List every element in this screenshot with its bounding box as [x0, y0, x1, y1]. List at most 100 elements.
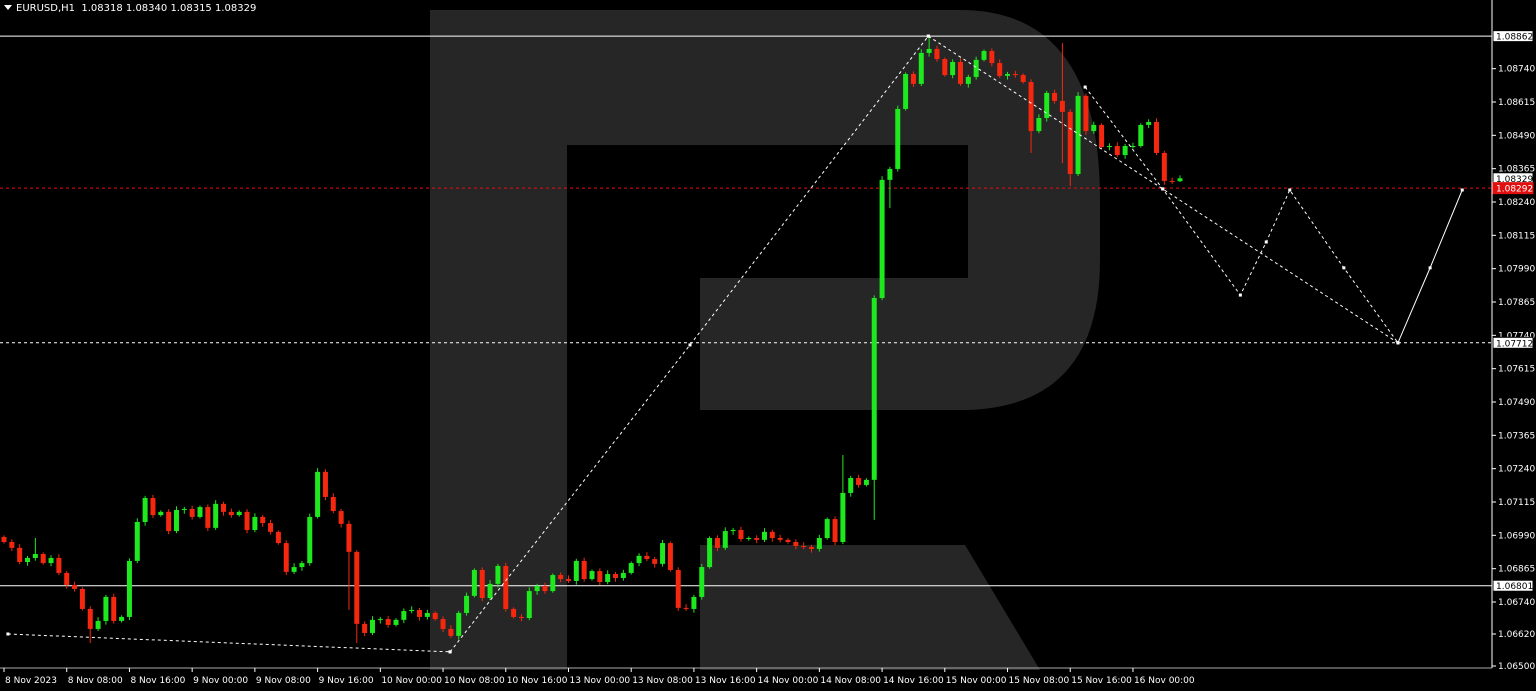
candle [1067, 109, 1073, 186]
candle-body [448, 628, 454, 636]
candle-body [409, 610, 415, 612]
candle-body [605, 574, 611, 582]
candle [754, 535, 760, 544]
candle-body [1067, 111, 1073, 174]
candle [87, 606, 93, 644]
candle-body [1106, 146, 1112, 148]
trend-point-marker [1428, 266, 1432, 270]
candle [322, 469, 328, 501]
candle [1153, 118, 1159, 156]
candle-body [487, 583, 493, 598]
candle [260, 514, 266, 527]
candle [628, 561, 634, 575]
time-tick-label: 9 Nov 16:00 [319, 676, 374, 686]
trend-point-marker [1460, 188, 1464, 192]
candle [832, 516, 838, 546]
candle [299, 560, 305, 571]
candle-body [950, 62, 956, 76]
candle [824, 517, 830, 540]
candle [989, 48, 995, 67]
candle-body [1052, 92, 1058, 101]
candle [448, 625, 454, 638]
candle [417, 607, 423, 621]
candle [1146, 119, 1152, 129]
line-price-label: 1.07712 [1496, 339, 1533, 349]
candle [1099, 123, 1105, 149]
candle [142, 495, 148, 526]
candle [362, 621, 368, 637]
candle [119, 615, 125, 623]
price-tick-label: 1.07865 [1498, 298, 1535, 308]
candle [17, 544, 23, 565]
time-tick-label: 9 Nov 00:00 [193, 676, 248, 686]
candle-body [166, 511, 172, 532]
dropdown-triangle-icon[interactable] [4, 5, 12, 10]
candle [126, 558, 132, 621]
candle-body [965, 76, 971, 84]
candle-body [1075, 95, 1081, 174]
candle [48, 555, 54, 567]
candle-body [565, 579, 571, 581]
candle [1177, 175, 1183, 182]
candle-body [1036, 118, 1042, 132]
candle-body [581, 560, 587, 580]
candle [903, 72, 909, 111]
candle-body [848, 478, 854, 493]
candle [1161, 150, 1167, 185]
candle [981, 49, 987, 62]
candle [354, 550, 360, 644]
current-price-label: 1.08329 [1496, 175, 1533, 185]
candle [707, 536, 713, 569]
candle-body [393, 619, 399, 625]
candle [197, 505, 203, 519]
candle-body [25, 558, 31, 562]
trend-lines[interactable] [6, 34, 1464, 654]
candle-body [244, 511, 250, 530]
candle-body [1130, 146, 1136, 147]
time-tick-label: 16 Nov 00:00 [1134, 676, 1195, 686]
candle [597, 568, 603, 586]
trend-point-marker [1161, 187, 1165, 191]
price-tick-label: 1.08115 [1498, 231, 1535, 241]
candle [244, 509, 250, 534]
price-tick-label: 1.08740 [1498, 65, 1535, 75]
price-tick-label: 1.06865 [1498, 565, 1535, 575]
candle-body [746, 538, 752, 540]
candle [503, 562, 509, 612]
candle-body [362, 623, 368, 633]
candle-body [526, 591, 532, 618]
candle-body [95, 620, 101, 629]
line-price-label-box [1492, 336, 1534, 349]
candle [228, 508, 234, 518]
candle-body [17, 547, 23, 562]
candle [887, 166, 893, 209]
time-tick-label: 13 Nov 08:00 [632, 676, 693, 686]
candle [166, 509, 172, 535]
price-tick-label: 1.08365 [1498, 165, 1535, 175]
candle-body [1091, 124, 1097, 132]
candle [377, 616, 383, 624]
candle-body [1146, 122, 1152, 125]
candle-body [926, 48, 932, 53]
line-price-label: 1.06801 [1496, 582, 1533, 592]
trend-line [449, 35, 929, 653]
candle-body [534, 586, 540, 592]
candle [518, 614, 524, 622]
candle-body [793, 542, 799, 546]
candle-body [707, 538, 713, 568]
trend-line [1084, 86, 1399, 344]
candle-body [675, 570, 681, 608]
candle [511, 607, 517, 619]
price-tick-label: 1.07990 [1498, 265, 1535, 275]
candle-body [401, 611, 407, 620]
candle-body [942, 59, 948, 76]
time-tick-label: 15 Nov 00:00 [946, 676, 1007, 686]
candle-body [644, 555, 650, 560]
candle [464, 592, 470, 616]
candle-body [417, 610, 423, 617]
candle [652, 556, 658, 568]
candle-body [550, 575, 556, 592]
candle-body [879, 179, 885, 298]
candle [636, 553, 642, 567]
